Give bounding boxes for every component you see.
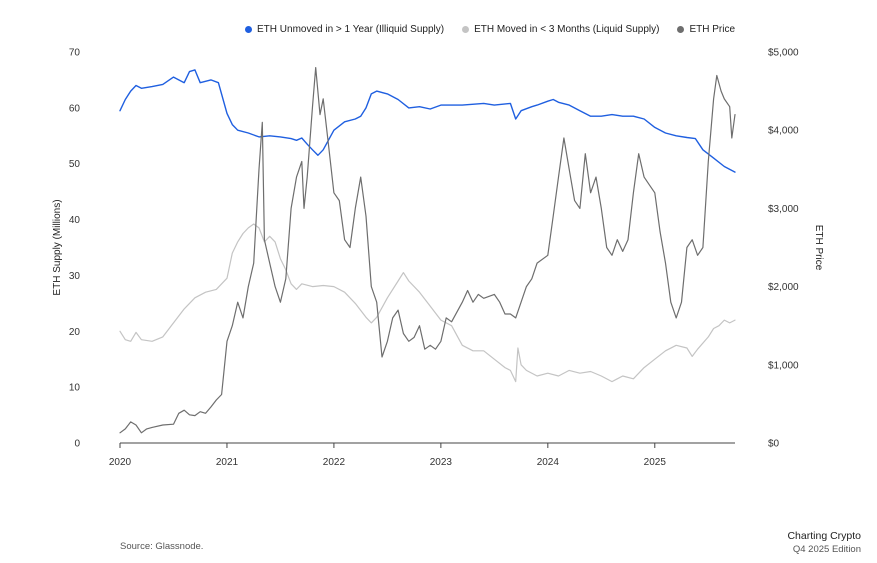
legend-item-price: ETH Price (677, 24, 735, 35)
x-tick-label: 2025 (644, 457, 667, 468)
legend-swatch-price (677, 26, 685, 33)
y-tick-label: 0 (74, 439, 80, 450)
chart-legend: ETH Unmoved in > 1 Year (Illiquid Supply… (245, 24, 735, 35)
legend-label-price: ETH Price (689, 24, 735, 35)
y-tick-label: 10 (69, 383, 81, 394)
legend-label-liquid: ETH Moved in < 3 Months (Liquid Supply) (474, 24, 660, 35)
y-tick-label: 70 (69, 48, 81, 59)
y2-axis-title: ETH Price (813, 225, 824, 271)
y-tick-label: 60 (69, 103, 81, 114)
y-axis-title: ETH Supply (Millions) (52, 199, 63, 295)
brand-title: Charting Crypto (787, 530, 861, 542)
series-line-liquid-supply (119, 223, 736, 383)
legend-item-illiquid: ETH Unmoved in > 1 Year (Illiquid Supply… (245, 24, 444, 35)
x-tick-label: 2021 (216, 457, 239, 468)
x-tick-label: 2023 (430, 457, 453, 468)
x-tick-label: 2024 (537, 457, 560, 468)
legend-swatch-liquid (462, 26, 470, 33)
y-tick-label: 40 (69, 215, 81, 226)
y-tick-label: 20 (69, 327, 81, 338)
y2-tick-label: $0 (768, 439, 780, 450)
x-tick-label: 2022 (323, 457, 346, 468)
y2-tick-label: $3,000 (768, 204, 799, 215)
brand-block: Charting Crypto Q4 2025 Edition (787, 530, 861, 556)
y2-tick-label: $4,000 (768, 126, 799, 137)
legend-item-liquid: ETH Moved in < 3 Months (Liquid Supply) (462, 24, 659, 35)
y-tick-label: 30 (69, 271, 81, 282)
x-tick-label: 2020 (109, 457, 132, 468)
brand-edition: Q4 2025 Edition (792, 544, 861, 555)
series-line-illiquid-supply (119, 69, 736, 173)
legend-label-illiquid: ETH Unmoved in > 1 Year (Illiquid Supply… (257, 24, 445, 35)
y2-tick-label: $5,000 (768, 48, 799, 59)
y2-tick-label: $1,000 (768, 360, 799, 371)
y2-tick-label: $2,000 (768, 282, 799, 293)
y-tick-label: 50 (69, 159, 81, 170)
source-note: Source: Glassnode. (120, 541, 204, 552)
series-line-eth-price (119, 67, 736, 434)
legend-swatch-illiquid (245, 26, 253, 33)
